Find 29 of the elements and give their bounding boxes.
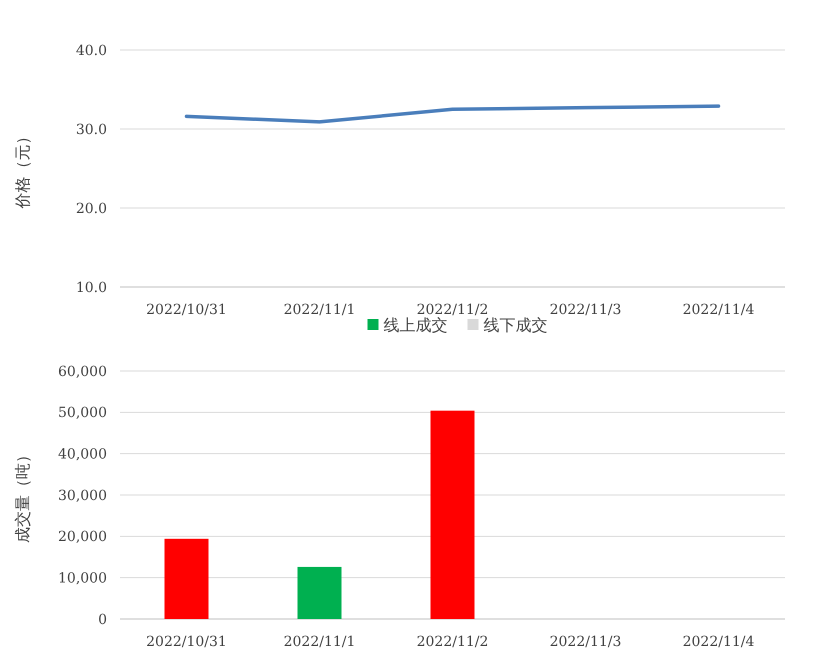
y-tick-label: 40,000 (58, 446, 107, 463)
x-tick-label: 2022/11/1 (284, 634, 356, 650)
legend-label: 线下成交 (484, 316, 548, 335)
x-tick-label: 2022/11/2 (416, 634, 488, 650)
y-axis-title: 价格（元） (13, 128, 32, 210)
bar (430, 410, 474, 619)
x-tick-label: 2022/11/4 (682, 634, 754, 650)
y-axis-title: 成交量（吨） (13, 447, 32, 543)
x-tick-label: 2022/11/3 (550, 634, 622, 650)
y-tick-label: 0 (98, 612, 107, 628)
x-tick-label: 2022/11/3 (550, 302, 622, 318)
legend-label: 线上成交 (384, 316, 448, 335)
x-tick-label: 2022/11/4 (682, 302, 754, 318)
y-tick-label: 20,000 (58, 529, 107, 546)
y-tick-label: 20.0 (76, 200, 107, 217)
y-tick-label: 60,000 (58, 364, 107, 380)
y-tick-label: 10.0 (76, 280, 107, 296)
x-tick-label: 2022/11/1 (284, 302, 356, 318)
y-tick-label: 30,000 (58, 488, 107, 504)
x-tick-label: 2022/10/31 (146, 302, 227, 318)
y-tick-label: 40.0 (76, 42, 107, 59)
y-tick-label: 10,000 (58, 570, 107, 587)
line-series (184, 104, 720, 124)
bar (164, 538, 208, 619)
y-tick-label: 50,000 (58, 405, 107, 422)
y-tick-label: 30.0 (76, 122, 107, 138)
x-tick-label: 2022/10/31 (146, 634, 227, 650)
x-tick-label: 2022/11/2 (416, 302, 488, 318)
bar (298, 566, 342, 619)
